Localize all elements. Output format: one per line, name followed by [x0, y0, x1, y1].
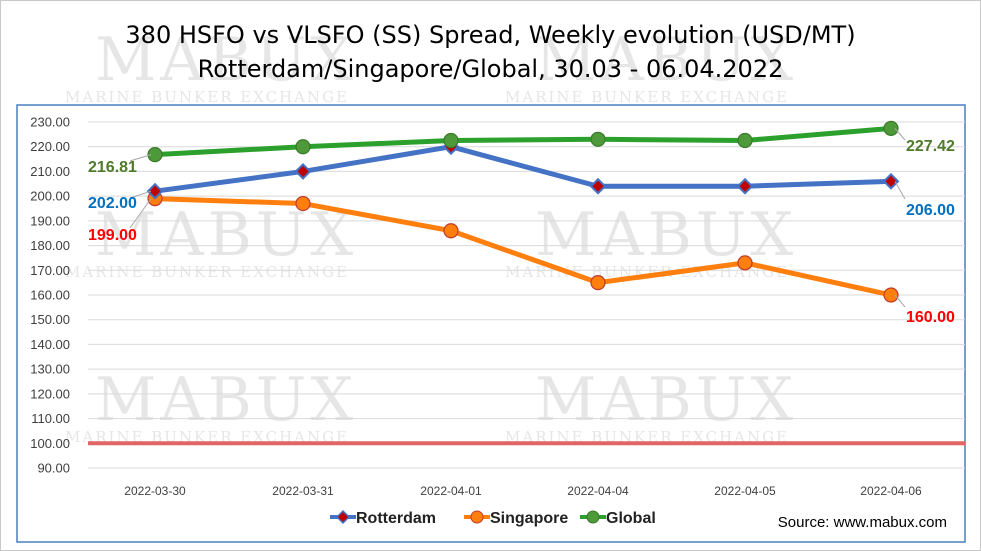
- data-point-rotterdam: [589, 177, 607, 195]
- leader-line: [129, 198, 152, 229]
- y-axis: 90.00 100.00 110.00 120.00 130.00 140.00 150.0…: [30, 115, 70, 476]
- gridlines: [88, 121, 965, 469]
- chart-title: 380 HSFO vs VLSFO (SS) Spread, Weekly ev…: [0, 18, 981, 86]
- x-axis: 2022-03-30 2022-03-31 2022-04-01 2022-04-04…: [124, 484, 922, 498]
- y-tick-label: 220.00: [30, 139, 70, 154]
- y-tick-label: 100.00: [30, 436, 70, 451]
- data-point-singapore: [883, 287, 899, 303]
- data-label-last-singapore: 160.00: [906, 309, 955, 326]
- series-layer: [146, 120, 900, 303]
- leader-line: [129, 190, 152, 199]
- y-tick-label: 110.00: [31, 411, 70, 426]
- leader-line: [894, 128, 906, 141]
- data-label-first-rotterdam: 202.00: [88, 195, 137, 212]
- legend-marker-singapore: [470, 510, 484, 524]
- series-line-rotterdam: [152, 144, 894, 194]
- x-tick-label: 2022-03-30: [124, 484, 186, 498]
- y-tick-label: 180.00: [30, 238, 70, 253]
- y-tick-label: 210.00: [30, 164, 70, 179]
- x-tick-label: 2022-04-01: [420, 484, 482, 498]
- data-point-global: [147, 146, 163, 163]
- data-point-rotterdam: [294, 163, 312, 180]
- data-labels: 202.00 206.00 199.00 160.00 216.81 227.42: [88, 128, 955, 326]
- watermark-mabux: MABUX: [95, 365, 357, 435]
- data-point-rotterdam: [146, 182, 164, 200]
- legend-marker-rotterdam: [335, 509, 351, 525]
- y-tick-label: 90.00: [37, 461, 70, 476]
- leader-line: [894, 294, 906, 308]
- legend-label-global: Global: [606, 510, 656, 527]
- legend-label-singapore: Singapore: [490, 510, 568, 527]
- legend: Rotterdam Singapore Global: [330, 509, 656, 527]
- leader-line: [129, 154, 152, 162]
- series-line-singapore: [152, 196, 894, 298]
- y-tick-label: 230.00: [30, 115, 70, 130]
- watermark-mabux: MABUX: [535, 25, 797, 95]
- data-point-singapore: [590, 275, 606, 291]
- data-label-first-global: 216.81: [88, 159, 137, 176]
- plot-area-border: [16, 104, 966, 543]
- y-tick-label: 170.00: [30, 263, 70, 278]
- legend-marker-global: [586, 510, 600, 524]
- data-label-last-rotterdam: 206.00: [906, 202, 955, 219]
- data-point-global: [590, 131, 606, 147]
- series-line-global: [152, 125, 894, 158]
- watermark-mabux: MABUX: [95, 25, 357, 95]
- y-tick-label: 190.00: [30, 213, 70, 228]
- data-point-rotterdam: [736, 177, 754, 195]
- x-tick-label: 2022-04-05: [714, 484, 776, 498]
- data-point-global: [737, 132, 753, 149]
- x-tick-label: 2022-03-31: [272, 484, 334, 498]
- y-tick-label: 200.00: [30, 189, 70, 204]
- x-tick-label: 2022-04-06: [860, 484, 922, 498]
- data-point-global: [443, 132, 459, 149]
- watermark-mabux: MABUX: [535, 200, 797, 270]
- watermark-subtitle: MARINE BUNKER EXCHANGE: [65, 263, 349, 281]
- watermark-subtitle: MARINE BUNKER EXCHANGE: [505, 88, 789, 106]
- y-tick-label: 130.00: [30, 362, 70, 377]
- legend-label-rotterdam: Rotterdam: [356, 510, 436, 527]
- data-point-singapore: [295, 195, 311, 212]
- y-tick-label: 160.00: [30, 288, 70, 303]
- watermark-mabux: MABUX: [95, 200, 357, 270]
- data-point-global: [295, 139, 311, 155]
- x-tick-label: 2022-04-04: [567, 484, 629, 498]
- data-label-first-singapore: 199.00: [88, 227, 137, 244]
- y-tick-label: 120.00: [30, 386, 70, 401]
- chart-title-line-1: 380 HSFO vs VLSFO (SS) Spread, Weekly ev…: [125, 21, 856, 49]
- data-point-rotterdam: [882, 172, 900, 190]
- data-point-global: [883, 120, 899, 136]
- watermark-subtitle: MARINE BUNKER EXCHANGE: [65, 88, 349, 106]
- data-point-singapore: [443, 223, 459, 239]
- chart-title-line-2: Rotterdam/Singapore/Global, 30.03 - 06.0…: [197, 55, 784, 83]
- leader-line: [894, 181, 906, 200]
- data-label-last-global: 227.42: [906, 138, 955, 155]
- y-tick-label: 140.00: [30, 337, 70, 352]
- data-point-singapore: [737, 255, 753, 271]
- watermark-mabux: MABUX: [535, 365, 797, 435]
- source-note: Source: www.mabux.com: [777, 514, 947, 531]
- y-tick-label: 150.00: [30, 312, 70, 327]
